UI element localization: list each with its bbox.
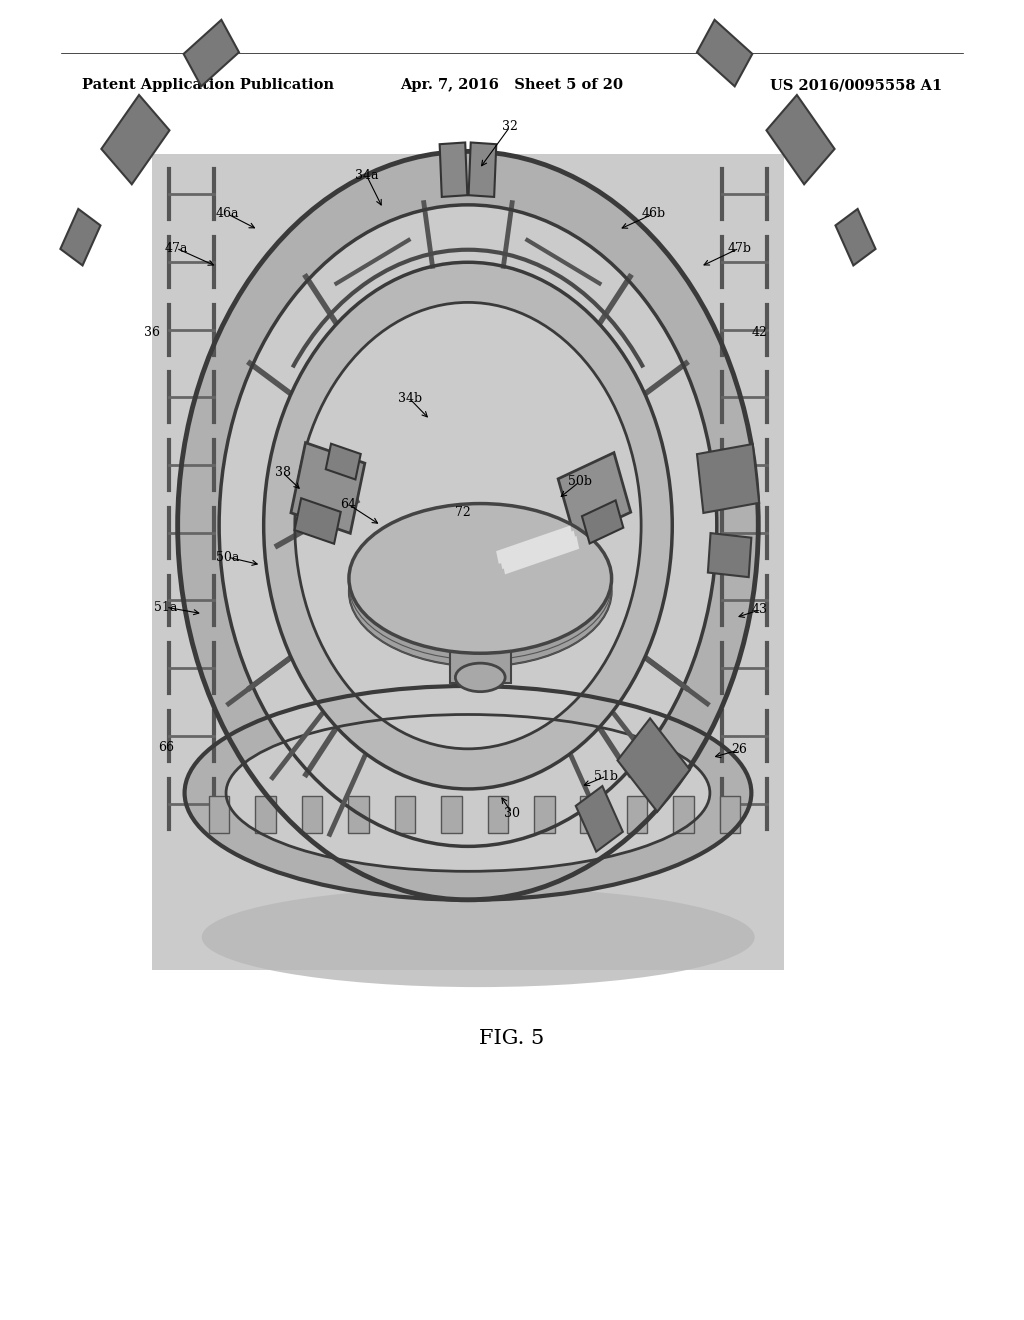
Text: 50b: 50b	[567, 475, 592, 488]
Ellipse shape	[226, 714, 710, 871]
Polygon shape	[291, 442, 365, 533]
Polygon shape	[627, 796, 647, 833]
Polygon shape	[720, 796, 740, 833]
Text: US 2016/0095558 A1: US 2016/0095558 A1	[770, 78, 942, 92]
Text: 34b: 34b	[397, 392, 422, 405]
Text: 47b: 47b	[727, 242, 752, 255]
Text: 72: 72	[455, 506, 471, 519]
Text: 36: 36	[143, 326, 160, 339]
Polygon shape	[487, 796, 508, 833]
Polygon shape	[708, 533, 752, 577]
Text: 43: 43	[752, 603, 768, 616]
Text: 46b: 46b	[641, 207, 666, 220]
Polygon shape	[469, 143, 497, 197]
Polygon shape	[255, 796, 275, 833]
Text: 32: 32	[502, 120, 518, 133]
Ellipse shape	[202, 887, 755, 987]
Polygon shape	[394, 796, 415, 833]
Polygon shape	[295, 498, 341, 544]
Polygon shape	[209, 796, 229, 833]
Polygon shape	[581, 796, 601, 833]
Text: 66: 66	[158, 741, 174, 754]
Polygon shape	[348, 796, 369, 833]
Ellipse shape	[219, 205, 717, 846]
Text: 51a: 51a	[155, 601, 177, 614]
Text: 51b: 51b	[594, 770, 618, 783]
Polygon shape	[582, 500, 624, 544]
Ellipse shape	[295, 302, 641, 748]
Polygon shape	[697, 20, 753, 86]
Polygon shape	[674, 796, 694, 833]
Polygon shape	[535, 796, 555, 833]
Polygon shape	[441, 796, 462, 833]
Text: 50a: 50a	[216, 550, 239, 564]
Polygon shape	[439, 143, 467, 197]
Ellipse shape	[263, 263, 672, 789]
Ellipse shape	[349, 503, 611, 653]
Polygon shape	[558, 453, 631, 539]
Ellipse shape	[177, 152, 758, 900]
Text: 30: 30	[504, 807, 520, 820]
Bar	[152, 154, 784, 970]
Polygon shape	[500, 531, 577, 569]
Text: 34a: 34a	[355, 169, 378, 182]
Polygon shape	[183, 20, 239, 86]
Ellipse shape	[456, 663, 505, 692]
Polygon shape	[575, 787, 623, 851]
Polygon shape	[496, 525, 573, 564]
Text: 26: 26	[731, 743, 748, 756]
Polygon shape	[766, 95, 835, 185]
Text: Apr. 7, 2016   Sheet 5 of 20: Apr. 7, 2016 Sheet 5 of 20	[400, 78, 624, 92]
Text: 46a: 46a	[216, 207, 239, 220]
Text: 47a: 47a	[165, 242, 187, 255]
Polygon shape	[326, 444, 360, 479]
Text: 42: 42	[752, 326, 768, 339]
Polygon shape	[302, 796, 323, 833]
Text: FIG. 5: FIG. 5	[479, 1028, 545, 1048]
Polygon shape	[60, 209, 100, 265]
Polygon shape	[836, 209, 876, 265]
Ellipse shape	[184, 686, 752, 900]
Polygon shape	[450, 619, 511, 682]
Polygon shape	[101, 95, 170, 185]
Polygon shape	[617, 718, 690, 812]
Polygon shape	[697, 444, 759, 513]
Text: 64: 64	[340, 498, 356, 511]
Text: 38: 38	[274, 466, 291, 479]
Text: Patent Application Publication: Patent Application Publication	[82, 78, 334, 92]
Polygon shape	[503, 536, 580, 574]
Ellipse shape	[349, 516, 611, 667]
